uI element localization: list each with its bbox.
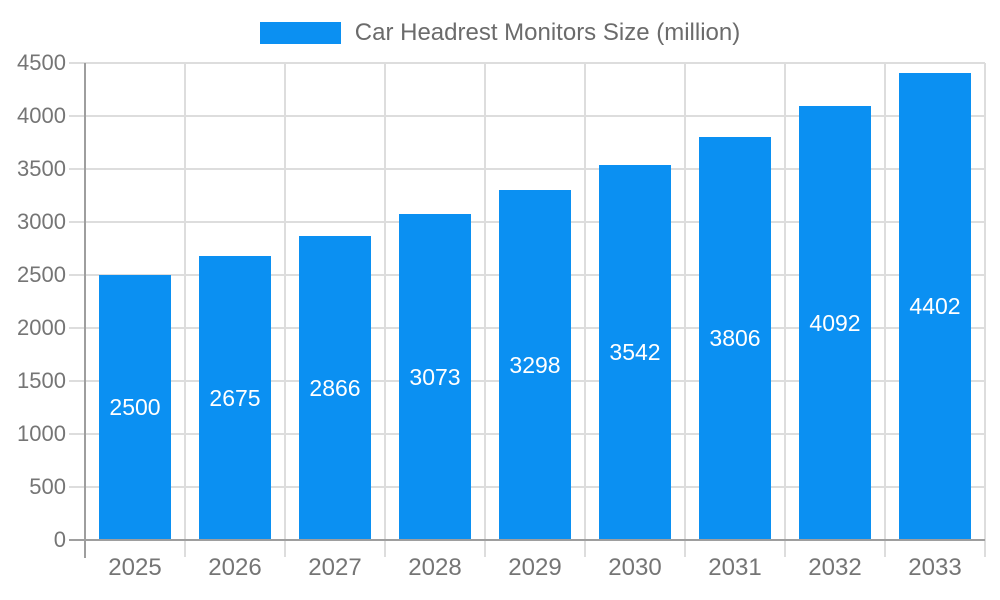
y-tick-mark — [69, 380, 85, 382]
y-axis-line — [84, 63, 86, 558]
h-gridline — [85, 168, 985, 170]
bar-value-label: 3298 — [509, 351, 561, 378]
x-axis-tick-label: 2029 — [508, 554, 562, 581]
bar-value-label: 3542 — [609, 338, 661, 365]
y-tick-mark — [69, 221, 85, 223]
bar: 2500 — [99, 275, 171, 540]
x-axis-tick-label: 2026 — [208, 554, 262, 581]
v-gridline — [584, 63, 586, 540]
y-axis-tick-label: 4000 — [17, 103, 66, 128]
y-axis-tick-label: 0 — [53, 527, 66, 552]
y-axis-tick-label: 2000 — [17, 315, 66, 340]
x-axis-tick-label: 2033 — [908, 554, 962, 581]
x-axis-tick-label: 2032 — [808, 554, 862, 581]
bar: 2866 — [299, 236, 371, 540]
y-tick-mark — [69, 274, 85, 276]
x-tick-mark — [884, 540, 886, 557]
chart-legend-item[interactable]: Car Headrest Monitors Size (million) — [0, 19, 1000, 47]
legend-label: Car Headrest Monitors Size (million) — [354, 19, 741, 46]
y-tick-mark — [69, 168, 85, 170]
bar-value-label: 4092 — [809, 309, 861, 336]
bar: 2675 — [199, 256, 271, 540]
x-tick-mark — [284, 540, 286, 557]
x-tick-mark — [184, 540, 186, 557]
y-tick-mark — [69, 62, 85, 64]
y-tick-mark — [69, 115, 85, 117]
x-axis-tick-label: 2028 — [408, 554, 462, 581]
y-axis-tick-label: 2500 — [17, 262, 66, 287]
bar-value-label: 2866 — [309, 374, 361, 401]
bar: 4092 — [799, 106, 871, 540]
y-axis-tick-label: 3500 — [17, 156, 66, 181]
bar-value-label: 2675 — [209, 384, 261, 411]
y-tick-mark — [69, 486, 85, 488]
x-tick-mark — [384, 540, 386, 557]
v-gridline — [884, 63, 886, 540]
bar: 4402 — [899, 73, 971, 540]
v-gridline — [784, 63, 786, 540]
plot-area: 2500 2675 2866 3073 3298 3542 3806 4092 4402 — [85, 62, 986, 540]
bar-value-label: 3806 — [709, 324, 761, 351]
v-gridline — [484, 63, 486, 540]
y-axis-tick-label: 3000 — [17, 209, 66, 234]
legend-swatch — [259, 22, 341, 44]
v-gridline — [984, 63, 986, 540]
x-tick-mark — [984, 540, 986, 557]
v-gridline — [184, 63, 186, 540]
bar-value-label: 2500 — [109, 394, 161, 420]
y-axis-tick-label: 1500 — [17, 368, 66, 393]
x-tick-mark — [484, 540, 486, 557]
x-axis-tick-label: 2027 — [308, 554, 362, 581]
x-axis-tick-label: 2030 — [608, 554, 662, 581]
v-gridline — [384, 63, 386, 540]
v-gridline — [284, 63, 286, 540]
x-axis-tick-label: 2031 — [708, 554, 762, 581]
bar-value-label: 4402 — [909, 293, 961, 320]
bar-value-label: 3073 — [409, 363, 461, 390]
bar: 3073 — [399, 214, 471, 540]
x-axis-tick-label: 2025 — [108, 554, 162, 581]
x-axis-line — [69, 539, 985, 541]
y-axis-tick-label: 1000 — [17, 421, 66, 446]
v-gridline — [684, 63, 686, 540]
bar: 3806 — [699, 136, 771, 540]
h-gridline — [85, 115, 985, 117]
x-tick-mark — [584, 540, 586, 557]
x-tick-mark — [784, 540, 786, 557]
y-tick-mark — [69, 433, 85, 435]
y-axis-tick-label: 500 — [29, 474, 66, 499]
h-gridline — [85, 62, 985, 64]
bar: 3542 — [599, 164, 671, 540]
y-axis-tick-label: 4500 — [17, 50, 66, 75]
bar: 3298 — [499, 190, 571, 540]
y-tick-mark — [69, 327, 85, 329]
x-tick-mark — [684, 540, 686, 557]
